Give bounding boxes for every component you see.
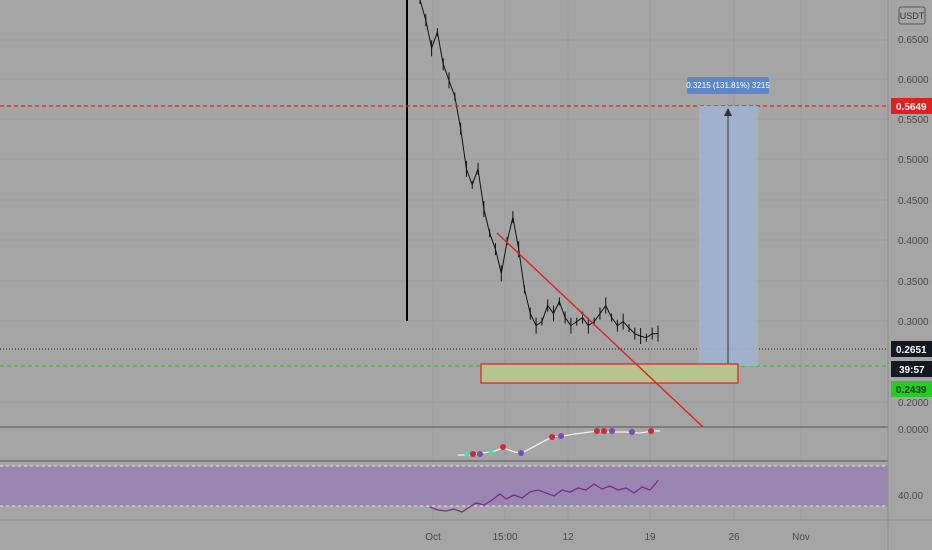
last-price-tag-label: 0.2651 <box>896 345 927 356</box>
support-price-tag <box>891 381 932 397</box>
rsi-band <box>0 466 888 506</box>
time-label-1: 15:00 <box>492 532 517 543</box>
rsi-line <box>429 479 659 513</box>
price-axis[interactable]: 0.6500 0.6000 0.5500 0.5000 0.4500 0.400… <box>898 35 929 502</box>
price-tick-3: 0.5000 <box>898 155 929 166</box>
time-label-3: 19 <box>644 532 656 543</box>
currency-badge[interactable] <box>898 6 926 25</box>
time-axis[interactable]: Oct 15:00 12 19 26 Nov <box>425 532 810 543</box>
price-tick-8: 0.2000 <box>898 398 929 409</box>
time-label-4: 26 <box>728 532 740 543</box>
support-zone-box[interactable] <box>480 363 739 384</box>
price-tick-7: 0.3000 <box>898 317 929 328</box>
target-price-tag <box>891 98 932 114</box>
price-line <box>419 0 659 339</box>
price-tick-1: 0.6000 <box>898 75 929 86</box>
countdown-tag-label: 39:57 <box>899 365 925 376</box>
measure-label: 0.3215 (131.81%) 3215 <box>686 81 770 90</box>
vertical-gridlines <box>432 0 802 520</box>
target-price-tag-label: 0.5649 <box>896 102 927 113</box>
time-label-0: Oct <box>425 532 441 543</box>
last-price-tag <box>891 341 932 357</box>
countdown-tag <box>891 361 932 377</box>
measure-arrow-head-icon <box>724 108 732 116</box>
price-tick-5: 0.4000 <box>898 236 929 247</box>
time-label-2: 12 <box>562 532 574 543</box>
price-tick-6: 0.3500 <box>898 277 929 288</box>
time-label-5: Nov <box>792 532 810 543</box>
rsi-tick: 40.00 <box>898 491 923 502</box>
oscillator-tick: 0.0000 <box>898 425 929 436</box>
price-tick-4: 0.4500 <box>898 196 929 207</box>
oscillator-indicator <box>458 428 660 457</box>
price-tick-0: 0.6500 <box>898 35 929 46</box>
support-price-tag-label: 0.2439 <box>896 385 927 396</box>
descending-trendline[interactable] <box>496 232 704 428</box>
measure-label-box <box>687 77 769 94</box>
price-tick-2: 0.5500 <box>898 115 929 126</box>
currency-badge-label: USDT <box>900 11 925 21</box>
